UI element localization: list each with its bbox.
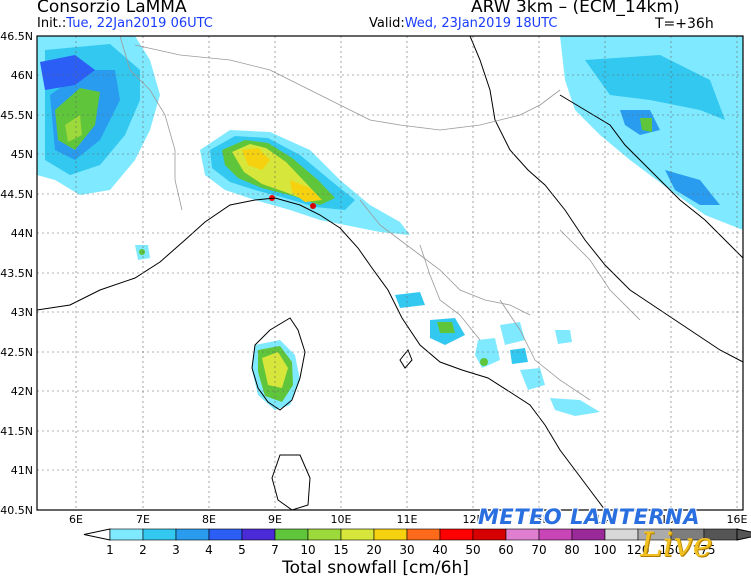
colorbar-swatch <box>472 528 507 541</box>
lon-tick-label: 12E <box>463 513 484 526</box>
valid-value: Wed, 23Jan2019 18UTC <box>404 16 558 31</box>
lon-tick-label: 16E <box>727 513 748 526</box>
lon-tick-label: 11E <box>397 513 418 526</box>
colorbar-swatch <box>538 528 573 541</box>
colorbar: 1 2 3 4 5 7 10 15 20 30 40 50 60 70 80 100 120 150 175 <box>83 528 751 557</box>
colorbar-level-label: 1 <box>106 543 114 557</box>
colorbar-swatch <box>406 528 441 541</box>
colorbar-swatch <box>274 528 309 541</box>
init-value: Tue, 22Jan2019 06UTC <box>66 16 213 31</box>
longitude-labels: 6E 7E 8E 9E 10E 11E 12E 13E 14E 15E 16E <box>69 513 747 526</box>
lon-tick-label: 13E <box>529 513 550 526</box>
forecast-step: T=+36h <box>655 16 714 32</box>
lon-tick-label: 6E <box>69 513 83 526</box>
colorbar-level-label: 4 <box>205 543 213 557</box>
colorbar-swatch <box>109 528 144 541</box>
colorbar-high-triangle <box>736 528 751 541</box>
colorbar-swatch <box>208 528 243 541</box>
lat-tick-label: 46N <box>11 69 33 82</box>
colorbar-swatch <box>307 528 342 541</box>
colorbar-level-label: 30 <box>399 543 414 557</box>
colorbar-swatch <box>373 528 408 541</box>
colorbar-level-label: 15 <box>333 543 348 557</box>
init-label: Init.: <box>37 16 67 31</box>
lat-tick-label: 41N <box>11 464 33 477</box>
lon-tick-label: 15E <box>661 513 682 526</box>
colorbar-level-label: 100 <box>594 543 617 557</box>
lon-tick-label: 10E <box>331 513 352 526</box>
lat-tick-label: 44.5N <box>0 188 33 201</box>
latitude-labels: 46.5N 46N 45.5N 45N 44.5N 44N 43.5N 43N … <box>0 30 33 517</box>
colorbar-swatch <box>340 528 375 541</box>
borders <box>119 36 641 401</box>
model-title: ARW 3km – (ECM_14km) <box>471 0 680 17</box>
colorbar-level-label: 5 <box>238 543 246 557</box>
colorbar-level-label: 50 <box>465 543 480 557</box>
lat-tick-label: 41.5N <box>0 425 33 438</box>
colorbar-swatch <box>571 528 606 541</box>
lat-tick-label: 46.5N <box>0 30 33 43</box>
colorbar-title: Total snowfall [cm/6h] <box>282 558 469 578</box>
lat-tick-label: 40.5N <box>0 504 33 517</box>
coastlines <box>37 36 743 510</box>
colorbar-swatch <box>604 528 639 541</box>
live-logo-script: Live <box>640 525 713 565</box>
colorbar-level-label: 175 <box>693 543 716 557</box>
colorbar-level-label: 70 <box>531 543 546 557</box>
colorbar-level-label: 40 <box>432 543 447 557</box>
lat-tick-label: 42.5N <box>0 346 33 359</box>
meteo-lanterna-logo: METEO LANTERNA <box>478 505 700 529</box>
colorbar-level-label: 150 <box>660 543 683 557</box>
organization-title: Consorzio LaMMA <box>37 0 187 17</box>
lat-tick-label: 45N <box>11 148 33 161</box>
colorbar-swatch <box>439 528 474 541</box>
colorbar-swatch <box>505 528 540 541</box>
colorbar-level-label: 60 <box>498 543 513 557</box>
lon-tick-label: 8E <box>202 513 216 526</box>
colorbar-low-triangle <box>83 528 111 541</box>
lat-tick-label: 43N <box>11 306 33 319</box>
colorbar-swatch <box>241 528 276 541</box>
colorbar-level-label: 20 <box>366 543 381 557</box>
colorbar-swatch <box>175 528 210 541</box>
valid-time: Valid:Wed, 23Jan2019 18UTC <box>369 16 557 31</box>
lon-tick-label: 7E <box>136 513 150 526</box>
colorbar-level-label: 2 <box>139 543 147 557</box>
map-frame <box>36 35 744 511</box>
lat-tick-label: 43.5N <box>0 267 33 280</box>
colorbar-level-label: 120 <box>627 543 650 557</box>
colorbar-level-label: 7 <box>271 543 279 557</box>
lon-tick-label: 9E <box>268 513 282 526</box>
colorbar-level-label: 3 <box>172 543 180 557</box>
lat-tick-label: 44N <box>11 227 33 240</box>
lat-tick-label: 45.5N <box>0 109 33 122</box>
colorbar-level-label: 80 <box>564 543 579 557</box>
colorbar-level-label: 10 <box>300 543 315 557</box>
lon-tick-label: 14E <box>595 513 616 526</box>
lat-tick-label: 42N <box>11 385 33 398</box>
valid-label: Valid: <box>369 16 405 31</box>
init-time: Init.:Tue, 22Jan2019 06UTC <box>37 16 213 31</box>
snowfall-layer <box>37 36 743 416</box>
graticule <box>37 36 743 510</box>
colorbar-swatch <box>142 528 177 541</box>
